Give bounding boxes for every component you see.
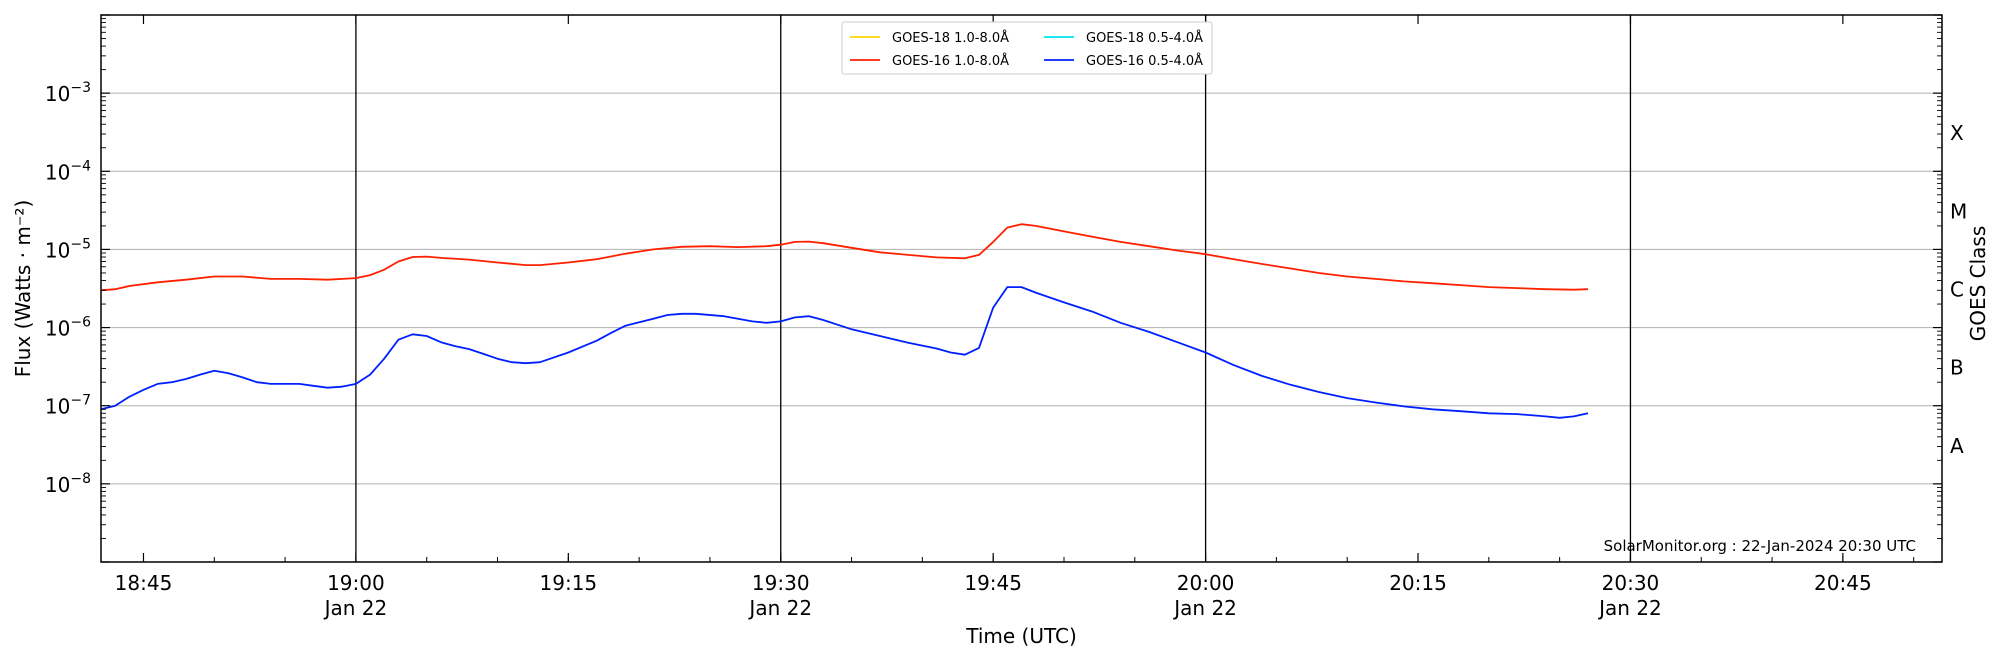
y-tick-label: 10−7 (45, 393, 91, 419)
series-line (100, 286, 1589, 419)
y-axis-title: Flux (Watts · m⁻²) (11, 200, 35, 378)
y-axis: 10−8 10−7 10−6 10−5 10−4 10−3 (45, 14, 1942, 563)
x-tick-label: 20:00 (1177, 571, 1235, 595)
y-tick-label: 10−3 (45, 80, 91, 106)
series-lines (100, 223, 1589, 419)
x-tick-label: 20:45 (1814, 571, 1872, 595)
x-tick-label: 20:30 (1602, 571, 1660, 595)
day-boundary-lines (355, 15, 1632, 562)
credit-text: SolarMonitor.org : 22-Jan-2024 20:30 UTC (1604, 537, 1916, 555)
legend-label: GOES-16 1.0-8.0Å (892, 53, 1009, 69)
grid (101, 92, 1942, 485)
plot-frame (100, 14, 1943, 563)
legend: GOES-18 1.0-8.0Å GOES-18 0.5-4.0Å GOES-16 … (841, 21, 1213, 75)
x-tick-label: 19:00 (327, 571, 385, 595)
x-axis-title: Time (UTC) (965, 624, 1077, 648)
x-tick-label: 19:45 (964, 571, 1022, 595)
goes-class-axis-title: GOES Class (1966, 226, 1990, 342)
legend-label: GOES-18 0.5-4.0Å (1086, 30, 1203, 46)
legend-label: GOES-16 0.5-4.0Å (1086, 53, 1203, 69)
goes-class-label: C (1950, 278, 1964, 302)
y-tick-label: 10−5 (45, 236, 91, 262)
y-tick-label: 10−6 (45, 315, 91, 341)
goes-class-label: A (1950, 434, 1964, 458)
x-tick-date-label: Jan 22 (323, 596, 388, 620)
x-tick-label: 19:30 (752, 571, 810, 595)
series-line (100, 223, 1589, 292)
goes-class-label: M (1950, 199, 1967, 223)
x-tick-label: 19:15 (540, 571, 598, 595)
x-tick-date-label: Jan 22 (747, 596, 812, 620)
x-tick-date-label: Jan 22 (1172, 596, 1237, 620)
goes-class-axis: A B C M X (1950, 121, 1967, 458)
legend-label: GOES-18 1.0-8.0Å (892, 30, 1009, 46)
legend-box (841, 21, 1213, 75)
goes-class-label: B (1950, 356, 1964, 380)
x-tick-date-label: Jan 22 (1597, 596, 1662, 620)
y-tick-label: 10−8 (45, 471, 91, 497)
x-tick-label: 20:15 (1389, 571, 1447, 595)
goes-class-label: X (1950, 121, 1964, 145)
x-tick-label: 18:45 (115, 571, 173, 595)
y-tick-label: 10−4 (45, 158, 91, 184)
